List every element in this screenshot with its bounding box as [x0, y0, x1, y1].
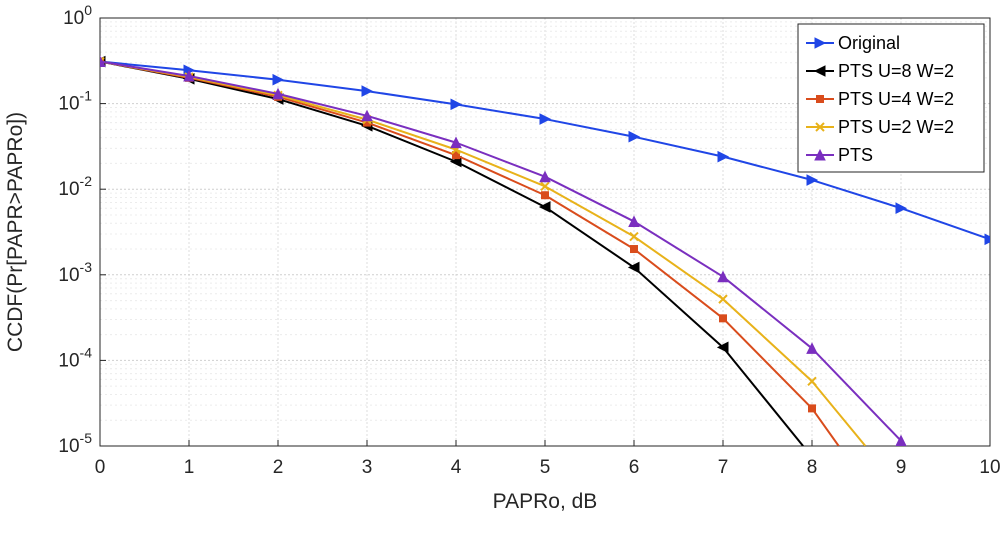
- data-point: [541, 191, 549, 200]
- data-point: [629, 231, 639, 242]
- data-point: [272, 87, 284, 100]
- data-point: [539, 113, 552, 125]
- data-point: [100, 55, 106, 68]
- data-point: [628, 215, 640, 227]
- x-axis-label: PAPRo, dB: [493, 490, 598, 513]
- legend-label: Original: [838, 33, 900, 53]
- data-point: [272, 73, 285, 86]
- legend-marker: [816, 95, 824, 103]
- data-point: [806, 174, 819, 186]
- series-layer: [100, 55, 990, 446]
- legend-entry: Original: [806, 33, 900, 53]
- tick-labels: 0 1 2 3 4 5 6 7 8 9 10 100 10-1 10-2 10-3 10-4 10-5: [58, 2, 1000, 478]
- legend-marker: [815, 122, 825, 132]
- data-point: [627, 261, 640, 274]
- legend-marker: [814, 37, 827, 49]
- x-tick-label: 7: [718, 457, 729, 478]
- data-point: [630, 245, 638, 254]
- data-point: [984, 233, 990, 246]
- legend-entry: PTS: [806, 145, 873, 165]
- data-point: [539, 170, 551, 183]
- legend-label: PTS U=4 W=2: [838, 89, 954, 109]
- legend-label: PTS: [838, 145, 873, 165]
- legend: Original PTS U=8 W=2 PTS U=4 W=2 PTS U=2 W=…: [797, 23, 985, 173]
- data-point: [806, 342, 818, 354]
- data-point: [540, 181, 550, 192]
- data-point: [538, 201, 551, 213]
- data-point: [361, 85, 374, 97]
- legend-entry: PTS U=8 W=2: [806, 61, 954, 81]
- series-4: [100, 55, 907, 446]
- data-point: [808, 404, 816, 413]
- legend-items: Original PTS U=8 W=2 PTS U=4 W=2 PTS U=2 W=…: [806, 33, 954, 165]
- data-point: [716, 341, 729, 354]
- data-point: [450, 136, 462, 149]
- x-tick-label: 2: [273, 457, 284, 478]
- data-point: [452, 151, 460, 160]
- y-tick-label: 10-4: [58, 344, 92, 371]
- y-tick-label: 10-5: [58, 430, 92, 457]
- series-line: [100, 60, 840, 446]
- data-point: [717, 150, 730, 163]
- series-line: [100, 60, 902, 442]
- x-tick-label: 3: [362, 457, 373, 478]
- data-point: [719, 314, 727, 323]
- x-tick-label: 5: [540, 457, 551, 478]
- data-point: [807, 376, 817, 387]
- legend-entry: PTS U=2 W=2: [806, 117, 954, 137]
- data-point: [717, 270, 729, 283]
- y-tick-label: 10-3: [58, 259, 92, 286]
- x-tick-label: 1: [184, 457, 195, 478]
- x-tick-label: 9: [896, 457, 907, 478]
- series-line: [100, 60, 867, 446]
- data-point: [183, 69, 195, 82]
- legend-label: PTS U=8 W=2: [838, 61, 954, 81]
- y-tick-label: 100: [63, 2, 92, 29]
- y-tick-label: 10-1: [58, 88, 92, 115]
- legend-entry: PTS U=4 W=2: [806, 89, 954, 109]
- data-point: [450, 98, 463, 111]
- data-point: [895, 202, 908, 214]
- y-axis-label: CCDF(Pr[PAPR>PAPRo]): [4, 112, 27, 352]
- legend-label: PTS U=2 W=2: [838, 117, 954, 137]
- x-tick-label: 0: [95, 457, 106, 478]
- legend-marker: [814, 148, 826, 161]
- data-point: [628, 130, 641, 143]
- x-tick-label: 6: [629, 457, 640, 478]
- legend-marker: [813, 65, 826, 77]
- data-point: [361, 109, 373, 122]
- x-tick-label: 8: [807, 457, 818, 478]
- data-point: [895, 434, 907, 446]
- data-point: [718, 294, 728, 304]
- x-tick-label: 10: [979, 457, 1000, 478]
- plot-frame: [99, 17, 991, 447]
- x-tick-label: 4: [451, 457, 462, 478]
- y-tick-label: 10-2: [58, 173, 92, 200]
